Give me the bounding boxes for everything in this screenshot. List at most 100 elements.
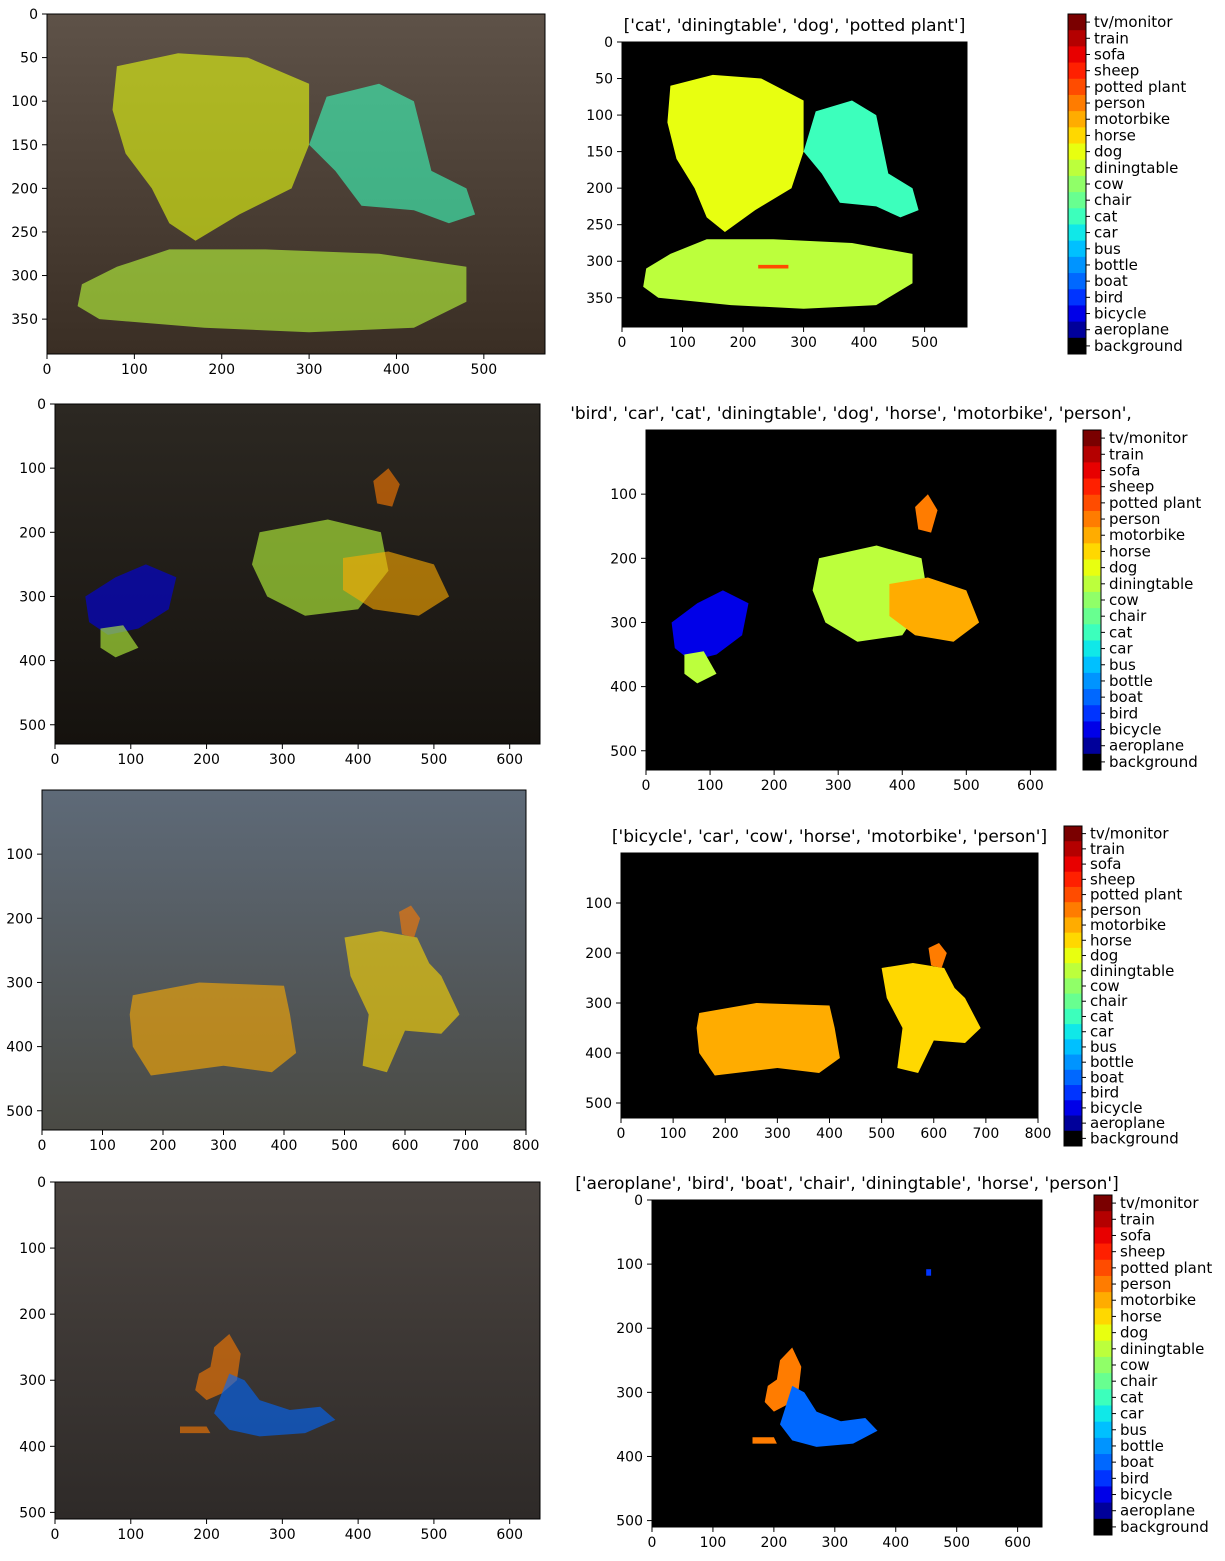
colorbar-label: tv/monitor [1094,13,1173,31]
colorbar-label: cow [1120,1356,1150,1374]
colorbar-swatch [1068,14,1086,31]
y-tick-label: 300 [585,996,612,1012]
colorbar-label: train [1120,1210,1155,1228]
colorbar-swatch [1094,1243,1112,1261]
x-tick-label: 400 [851,335,878,351]
colorbar-label: cow [1109,591,1139,609]
colorbar-swatch [1083,753,1101,771]
colorbar-label: person [1120,1275,1171,1293]
colorbar-swatch [1064,932,1082,949]
colorbar-label: boat [1109,688,1143,706]
y-tick-label: 0 [634,1193,643,1209]
y-tick-label: 300 [11,269,38,285]
x-tick-label: 200 [761,1535,788,1551]
y-tick-label: 300 [586,254,613,270]
y-tick-label: 400 [616,1449,643,1465]
panel-2-overlay: 0 100 200 300 400 500 600 0 100 200 300 400 500 [19,397,541,768]
colorbar-swatch [1064,1130,1082,1147]
segment-dog [667,74,804,233]
colorbar-label: chair [1109,607,1147,625]
x-tick-label: 0 [43,362,52,378]
y-tick-label: 200 [11,181,38,197]
colorbar-label: diningtable [1090,962,1174,980]
x-tick-label: 500 [421,752,448,768]
colorbar-label: aeroplane [1109,737,1184,755]
colorbar-swatch [1094,1324,1112,1342]
colorbar-swatch [1083,737,1101,755]
colorbar-swatch [1094,1308,1112,1326]
y-tick-label: 200 [585,946,612,962]
segment-motorbike [129,982,297,1076]
segment-bird [926,1269,932,1276]
colorbar-label: cow [1090,977,1120,995]
colorbar-swatch [1064,902,1082,918]
colorbar-label: sheep [1090,870,1135,888]
colorbar-swatch [1083,527,1101,544]
colorbar-label: horse [1090,931,1132,949]
y-tick-label: 400 [19,1439,46,1455]
panel-1-overlay: 0 100 200 300 400 500 0 50 100 150 200 250 300 350 [11,7,546,378]
y-tick-label: 100 [19,461,46,477]
y-tick-label: 500 [610,744,637,760]
panel-title: ['bicycle', 'car', 'cow', 'horse', 'moto… [612,827,1047,847]
colorbar-label: sheep [1094,62,1139,80]
colorbar-label: bottle [1120,1437,1164,1455]
x-tick-label: 600 [496,752,523,768]
colorbar-swatch [1068,273,1086,290]
panel-2-segmentation: 0 100 200 300 400 500 600 100 200 300 400 500 'bird'… [570,404,1132,794]
x-tick-label: 500 [868,1126,895,1142]
colorbar-label: potted plant [1094,78,1186,96]
y-tick-label: 50 [20,51,38,67]
colorbar-label: boat [1120,1453,1154,1471]
colorbar-swatch [1083,624,1101,641]
x-tick-label: 200 [712,1126,739,1142]
y-tick-label: 500 [6,1104,33,1120]
panel-title: ['cat', 'diningtable', 'dog', 'potted pl… [624,16,966,36]
colorbar-label: bicycle [1094,305,1146,323]
colorbar-swatch [1083,510,1101,528]
panel-title: ['aeroplane', 'bird', 'boat', 'chair', '… [575,1174,1119,1194]
colorbar-swatch [1094,1211,1112,1228]
colorbar-swatch [1064,841,1082,857]
segment-diningtable [77,249,467,333]
x-tick-label: 300 [269,1527,296,1543]
y-tick-label: 100 [586,108,613,124]
x-tick-label: 200 [193,1527,220,1543]
colorbar-label: sofa [1120,1226,1151,1244]
x-tick-label: 300 [825,778,852,794]
y-tick-label: 100 [616,1257,643,1273]
segment-cat [803,100,919,218]
colorbar-label: bus [1094,240,1121,258]
colorbar-swatch [1068,192,1086,209]
y-tick-label: 0 [604,35,613,51]
axes-frame [54,1181,541,1520]
colorbar-swatch [1068,127,1086,145]
colorbar-label: bicycle [1090,1099,1142,1117]
y-tick-label: 500 [616,1514,643,1530]
x-tick-label: 600 [392,1138,419,1154]
segmentation-background [621,853,1038,1118]
colorbar-label: tv/monitor [1120,1194,1199,1212]
panel-1-segmentation: 0 100 200 300 400 500 0 50 100 150 200 250 300 350 ['c… [586,16,968,351]
colorbar-label: train [1094,29,1129,47]
panel-title: 'bird', 'car', 'cat', 'diningtable', 'do… [570,404,1132,424]
x-tick-label: 100 [697,778,724,794]
colorbar-swatch [1094,1502,1112,1520]
colorbar-label: chair [1120,1372,1158,1390]
colorbar-label: tv/monitor [1109,429,1188,447]
segment-person [180,1426,211,1434]
colorbar-swatch [1083,446,1101,463]
scene-photo [55,1182,540,1519]
colorbar-label: chair [1094,191,1132,209]
colorbar-label: bus [1109,656,1136,674]
panel-4-overlay: 0 100 200 300 400 500 600 0 100 200 300 400 500 [19,1175,541,1543]
y-tick-label: 300 [610,615,637,631]
y-tick-label: 400 [19,654,46,670]
colorbar-label: car [1094,224,1118,242]
colorbar-swatch [1068,289,1086,306]
colorbar-label: bicycle [1109,721,1161,739]
colorbar-label: motorbike [1090,916,1166,934]
